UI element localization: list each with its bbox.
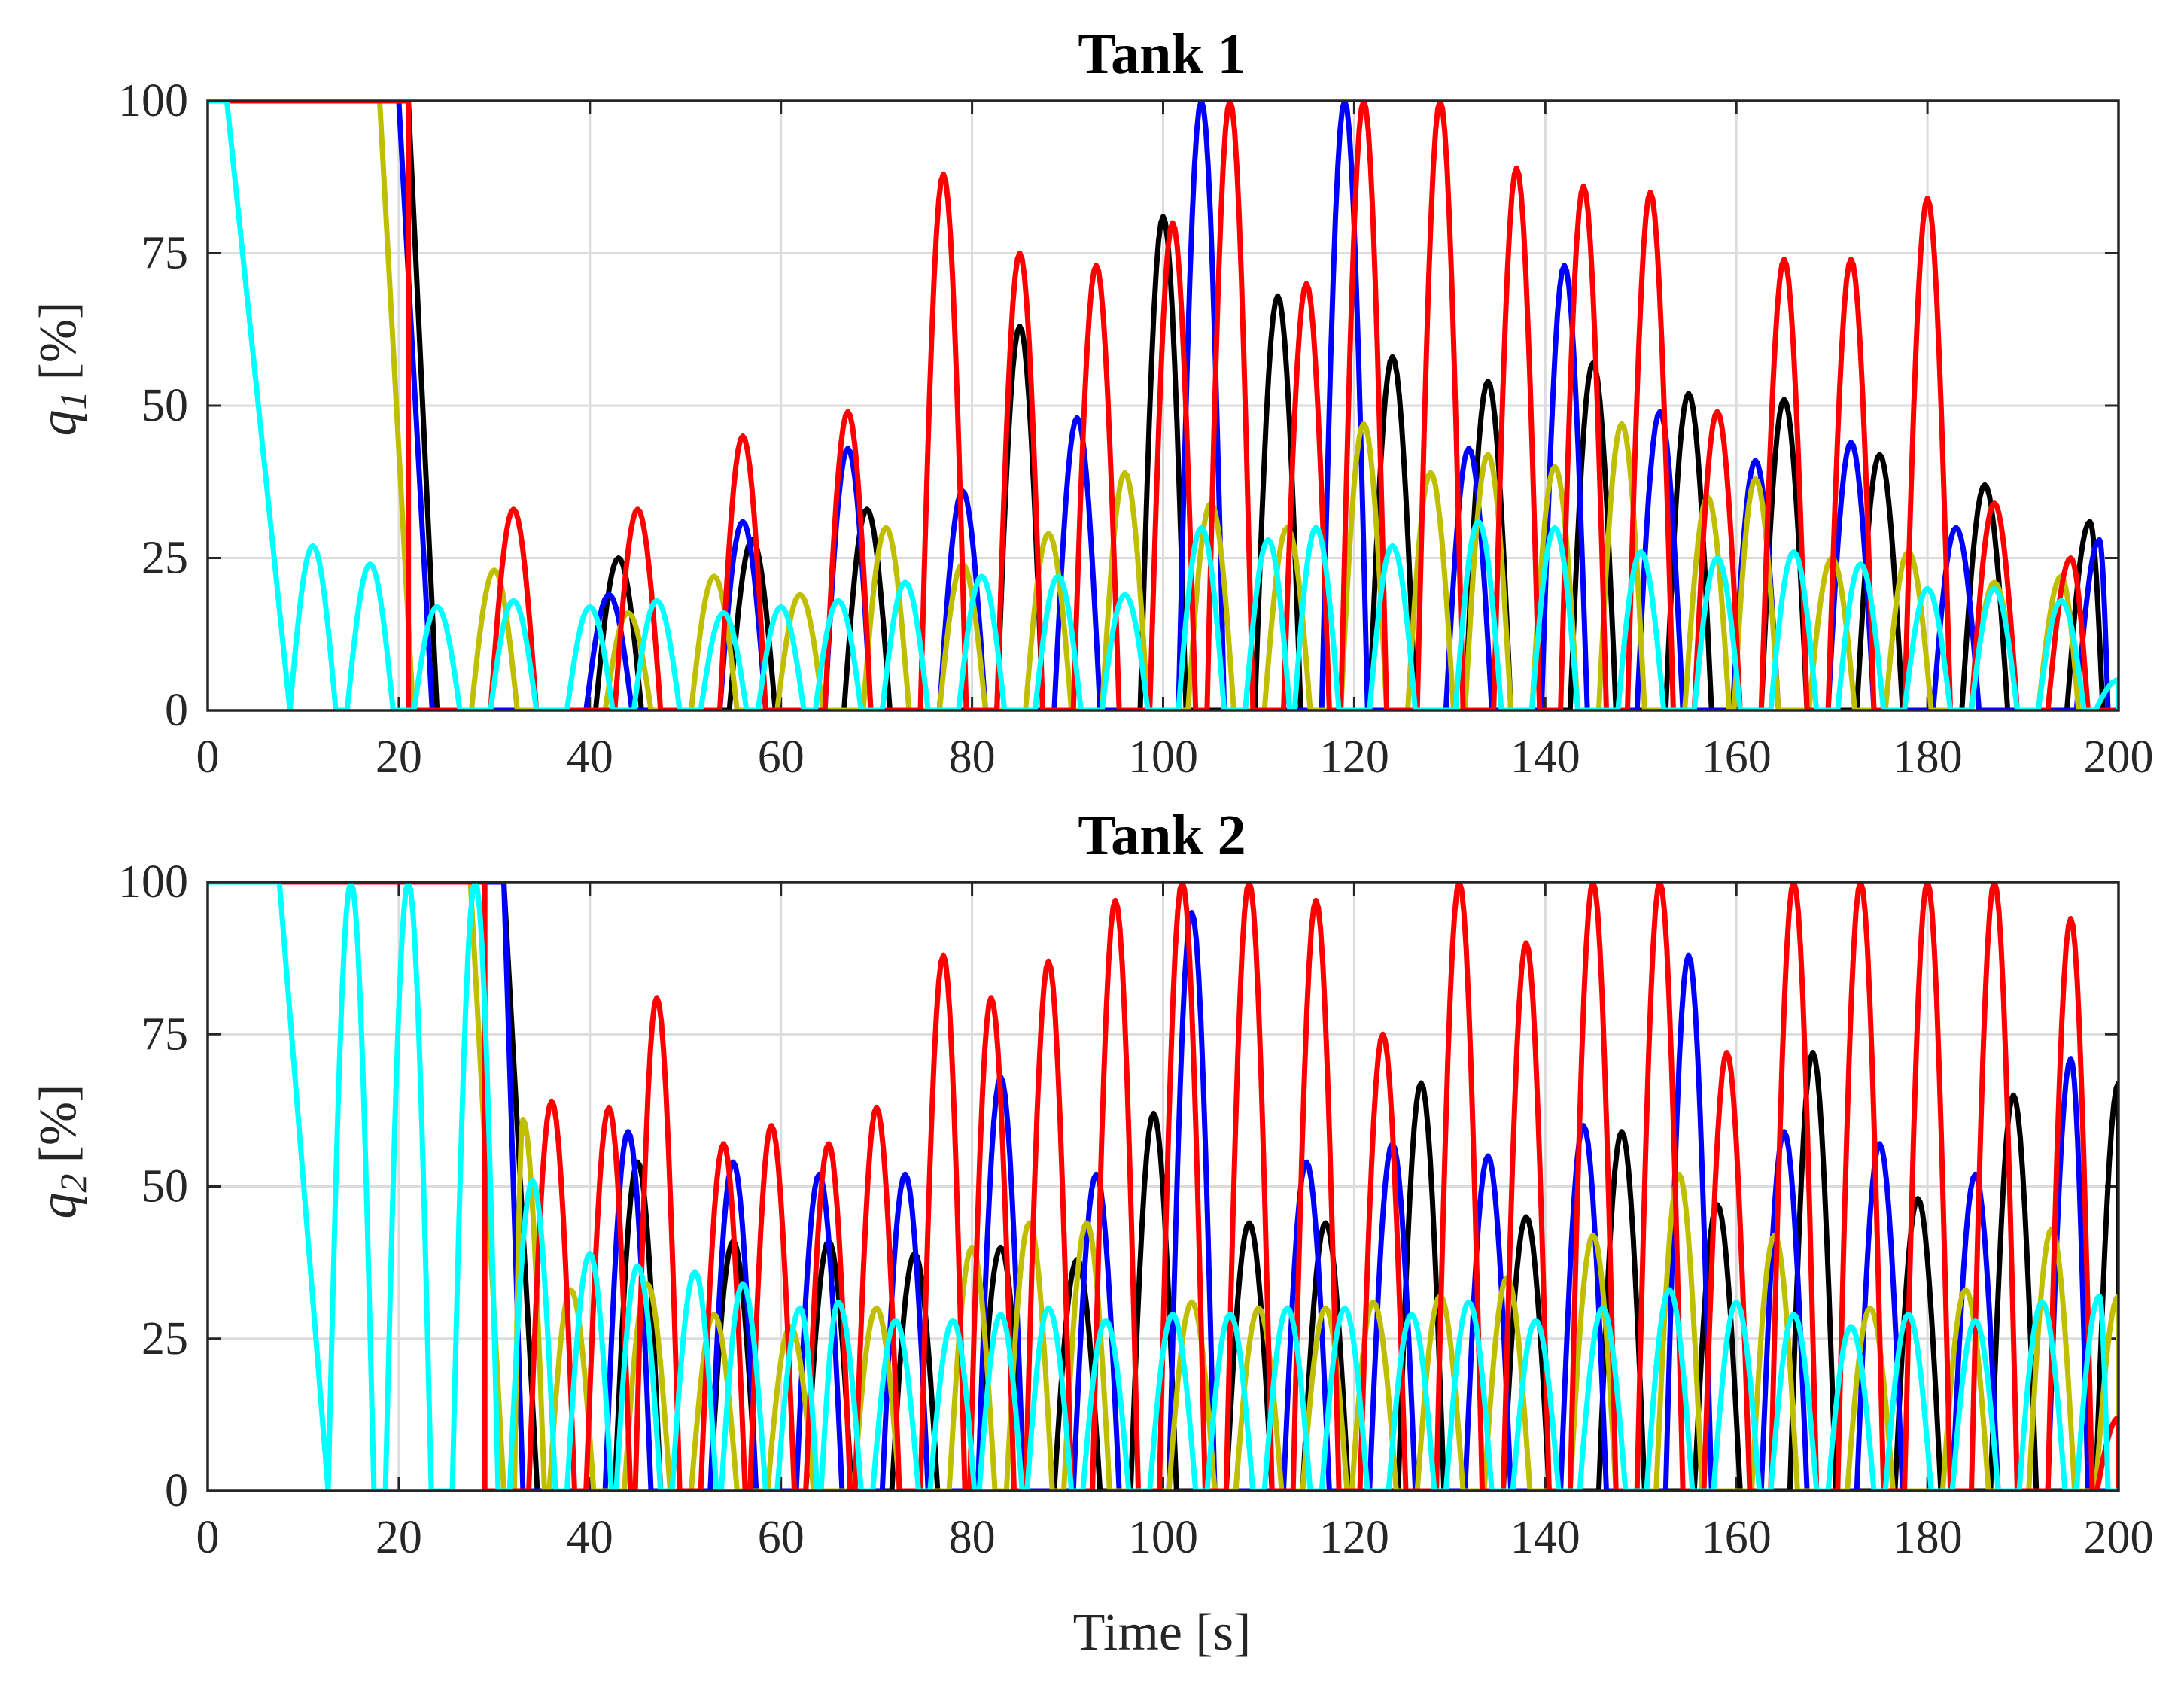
x-tick-label: 80 xyxy=(949,1512,996,1563)
y-tick-label: 75 xyxy=(141,1008,188,1060)
x-tick-label: 0 xyxy=(196,732,220,783)
x-tick-label: 40 xyxy=(567,1512,613,1563)
x-tick-label: 60 xyxy=(758,1512,805,1563)
x-tick-label: 40 xyxy=(567,732,613,783)
series-line-red xyxy=(208,101,2119,710)
y-axis-label-subscript: 2 xyxy=(52,1173,94,1192)
x-tick-label: 180 xyxy=(1893,732,1963,783)
y-tick-label: 25 xyxy=(141,533,188,584)
axes-frame xyxy=(206,881,2120,1492)
chart-panel-tank-2: Tank 2 0 20 40 60 80 100 120 140 160 180 200 0 25 50… xyxy=(29,804,2154,1662)
y-tick-labels: 0 25 50 75 100 xyxy=(118,75,188,736)
y-axis-label: q2 [%] xyxy=(29,1084,94,1219)
x-tick-label: 140 xyxy=(1510,732,1580,783)
chart-panel-tank-1: Tank 1 0 20 40 60 80 100 120 140 160 180 200 0 25 50… xyxy=(29,23,2154,783)
x-tick-label: 200 xyxy=(2084,1512,2154,1563)
x-tick-label: 120 xyxy=(1319,732,1389,783)
x-tick-label: 100 xyxy=(1128,732,1198,783)
series-line-cyan xyxy=(208,101,2119,710)
x-axis-label: Time [s] xyxy=(1073,1604,1252,1662)
x-tick-label: 20 xyxy=(376,1512,422,1563)
x-tick-label: 60 xyxy=(758,732,805,783)
y-axis-label-symbol: q xyxy=(29,409,87,436)
axes-frame xyxy=(206,99,2120,712)
y-axis-label-symbol: q xyxy=(29,1192,87,1218)
x-tick-label: 0 xyxy=(196,1512,220,1563)
x-tick-label: 140 xyxy=(1510,1512,1580,1563)
y-axis-label-unit: [%] xyxy=(29,1084,87,1163)
chart-title: Tank 2 xyxy=(1078,804,1246,867)
x-tick-label: 80 xyxy=(949,732,996,783)
x-tick-label: 120 xyxy=(1319,1512,1389,1563)
series-line-cyan xyxy=(208,882,2119,1491)
series-line-red xyxy=(208,882,2119,1491)
y-axis-label: q1 [%] xyxy=(29,302,94,436)
x-tick-labels: 0 20 40 60 80 100 120 140 160 180 200 xyxy=(196,732,2154,783)
y-tick-label: 100 xyxy=(118,75,188,126)
series-group xyxy=(208,882,2119,1491)
series-group xyxy=(208,101,2119,710)
y-tick-label: 100 xyxy=(118,856,188,908)
y-axis-label-subscript: 1 xyxy=(52,391,94,409)
y-tick-label: 25 xyxy=(141,1313,188,1364)
chart-title: Tank 1 xyxy=(1078,23,1246,86)
x-tick-label: 180 xyxy=(1893,1512,1963,1563)
y-tick-labels: 0 25 50 75 100 xyxy=(118,856,188,1516)
y-axis-label-unit: [%] xyxy=(29,302,87,381)
x-tick-label: 100 xyxy=(1128,1512,1198,1563)
x-tick-label: 160 xyxy=(1702,732,1772,783)
y-tick-label: 75 xyxy=(141,228,188,279)
y-tick-label: 0 xyxy=(165,685,188,736)
y-tick-label: 50 xyxy=(141,380,188,431)
x-tick-label: 20 xyxy=(376,732,422,783)
x-tick-labels: 0 20 40 60 80 100 120 140 160 180 200 xyxy=(196,1512,2154,1563)
y-tick-label: 50 xyxy=(141,1161,188,1212)
x-tick-label: 160 xyxy=(1702,1512,1772,1563)
x-tick-label: 200 xyxy=(2084,732,2154,783)
y-tick-label: 0 xyxy=(165,1465,188,1516)
